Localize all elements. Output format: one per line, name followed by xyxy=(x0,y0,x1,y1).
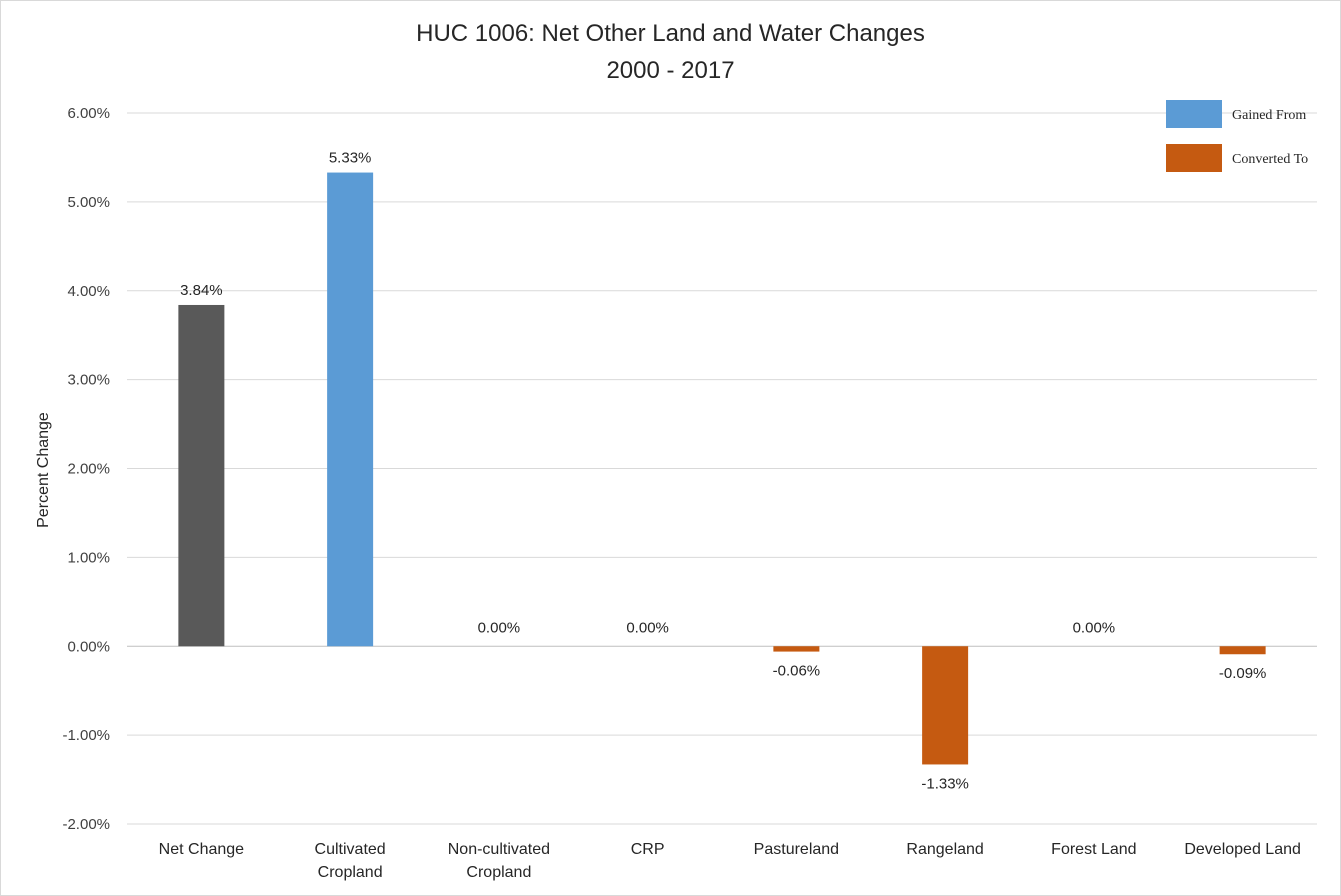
chart-subtitle: 2000 - 2017 xyxy=(606,57,735,84)
y-axis-ticks: 6.00% 5.00% 4.00% 3.00% 2.00% 1.00% 0.00% -1.00… xyxy=(62,105,110,833)
y-tick-label: -2.00% xyxy=(62,816,110,833)
gridlines xyxy=(127,112,1317,825)
x-tick-label: Developed Land xyxy=(1184,841,1301,858)
y-tick-label: 3.00% xyxy=(67,372,110,389)
x-tick-label: CRP xyxy=(631,841,665,858)
x-axis-categories: Net Change Cultivated Cropland Non-cultivat… xyxy=(159,841,1301,881)
bar xyxy=(922,646,969,765)
data-label: 5.33% xyxy=(329,150,372,167)
chart-title: HUC 1006: Net Other Land and Water Chang… xyxy=(416,20,925,47)
legend-swatch xyxy=(1166,100,1222,128)
data-label: 0.00% xyxy=(1073,619,1116,636)
y-tick-label: 4.00% xyxy=(67,283,110,300)
legend-swatch xyxy=(1166,144,1222,172)
bar xyxy=(1219,646,1266,655)
y-tick-label: 5.00% xyxy=(67,194,110,211)
bar xyxy=(327,172,374,647)
x-tick-label: Non-cultivated Cropland xyxy=(448,841,550,881)
y-tick-label: -1.00% xyxy=(62,727,110,744)
x-tick-label: Forest Land xyxy=(1051,841,1136,858)
x-tick-label: Net Change xyxy=(159,841,244,858)
legend: Gained From Converted To xyxy=(1166,100,1308,172)
x-tick-label: Rangeland xyxy=(906,841,983,858)
data-label: -0.06% xyxy=(773,663,821,680)
data-label: 0.00% xyxy=(478,619,521,636)
y-tick-label: 2.00% xyxy=(67,461,110,478)
data-label: -0.09% xyxy=(1219,665,1267,682)
legend-label: Converted To xyxy=(1232,152,1308,167)
x-tick-label: Cultivated Cropland xyxy=(315,841,386,881)
y-tick-label: 1.00% xyxy=(67,549,110,566)
data-labels: 3.84% 5.33% 0.00% 0.00% -0.06% -1.33% 0.00% -0.… xyxy=(180,150,1266,793)
bars xyxy=(178,172,1266,765)
data-label: -1.33% xyxy=(921,775,969,792)
data-label: 3.84% xyxy=(180,282,223,299)
bar xyxy=(178,304,225,647)
legend-label: Gained From xyxy=(1232,108,1306,123)
bar xyxy=(773,646,820,652)
x-tick-label: Pastureland xyxy=(754,841,839,858)
y-tick-label: 0.00% xyxy=(67,638,110,655)
y-tick-label: 6.00% xyxy=(67,105,110,122)
data-label: 0.00% xyxy=(626,619,669,636)
y-axis-label: Percent Change xyxy=(35,412,52,528)
